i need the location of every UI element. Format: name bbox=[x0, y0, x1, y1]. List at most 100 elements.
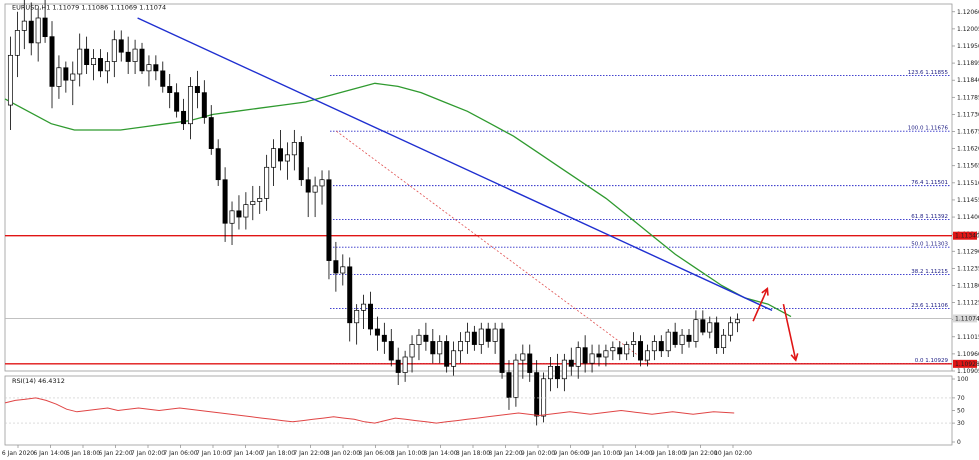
moving-average-line bbox=[4, 82, 792, 318]
rsi-panel: 100 70 50 30 0 bbox=[4, 376, 969, 446]
fib-diagonal-line bbox=[336, 130, 650, 364]
candle-bull bbox=[132, 48, 138, 62]
price-tick-label: 1.11785 bbox=[957, 94, 979, 101]
time-tick-label: 7 Jan 22:00 bbox=[293, 450, 327, 457]
candle-bull bbox=[451, 350, 457, 367]
candle-bull bbox=[478, 328, 484, 345]
current-price-tag-bg bbox=[953, 314, 977, 323]
candle-bear bbox=[534, 372, 540, 417]
candle-bull bbox=[492, 328, 498, 342]
candle-bear bbox=[388, 341, 394, 361]
rsi-tick-label: 50 bbox=[957, 408, 965, 415]
candle-bear bbox=[700, 319, 706, 333]
candle-bear bbox=[236, 210, 242, 218]
candle-bull bbox=[721, 334, 727, 349]
candle-bull bbox=[104, 61, 110, 72]
time-tick-label: 8 Jan 06:00 bbox=[358, 450, 392, 457]
bearish-trendline bbox=[137, 17, 773, 311]
candle-bear bbox=[305, 179, 311, 193]
candle-bear bbox=[596, 353, 602, 358]
candle-bull bbox=[728, 322, 734, 336]
time-tick-label: 8 Jan 10:00 bbox=[391, 450, 425, 457]
rsi-panel-frame bbox=[4, 375, 953, 446]
candle-bear bbox=[277, 148, 283, 162]
candle-bear bbox=[444, 341, 450, 367]
candle-bear bbox=[97, 58, 103, 72]
fib-level-label: 50.0 1.11303 bbox=[911, 242, 948, 248]
candle-bear bbox=[42, 17, 48, 38]
candle-bull bbox=[291, 142, 297, 156]
candle-bull bbox=[693, 319, 699, 342]
candle-bear bbox=[658, 341, 664, 352]
rsi-tick-label: 0 bbox=[957, 439, 961, 446]
price-tick-label: 1.11895 bbox=[957, 60, 979, 67]
candle-bull bbox=[354, 310, 360, 324]
price-tick-label: 1.11620 bbox=[957, 146, 979, 153]
candle-bear bbox=[167, 86, 173, 93]
time-tick-label: 6 Jan 22:00 bbox=[98, 450, 132, 457]
time-tick-label: 9 Jan 02:00 bbox=[521, 450, 555, 457]
time-tick-label: 8 Jan 02:00 bbox=[326, 450, 360, 457]
candle-bear bbox=[28, 20, 34, 44]
price-tick-label: 1.11565 bbox=[957, 163, 979, 170]
candle-bear bbox=[638, 341, 644, 361]
candle-bull bbox=[146, 64, 152, 72]
candle-bull bbox=[409, 344, 415, 358]
time-axis: 6 Jan 2020 6 Jan 14:006 Jan 18:006 Jan 22… bbox=[2, 445, 752, 457]
overlay-lines-layer: 123.6 1.11855 100.0 1.11676 76.4 1.11501 61… bbox=[4, 70, 952, 365]
candle-bull bbox=[56, 67, 62, 87]
candle-bull bbox=[340, 266, 346, 274]
price-tick-label: 1.11290 bbox=[957, 248, 979, 255]
candle-bear bbox=[49, 36, 55, 87]
candle-bear bbox=[118, 39, 124, 53]
candle-bull bbox=[361, 303, 367, 311]
candle-bull bbox=[464, 331, 470, 342]
candle-bear bbox=[582, 347, 588, 364]
time-tick-label: 8 Jan 18:00 bbox=[456, 450, 490, 457]
fib-level-label: 38.2 1.11215 bbox=[911, 269, 948, 275]
fib-level-label: 23.6 1.11106 bbox=[911, 303, 948, 309]
candle-bull bbox=[603, 350, 609, 358]
candle-bear bbox=[430, 341, 436, 355]
time-tick-label: 7 Jan 18:00 bbox=[261, 450, 295, 457]
candle-bull bbox=[631, 341, 637, 345]
price-tick-label: 1.11400 bbox=[957, 214, 979, 221]
price-tick-label: 1.11840 bbox=[957, 77, 979, 84]
candle-bear bbox=[714, 322, 720, 349]
candle-bear bbox=[139, 48, 145, 72]
candle-bull bbox=[91, 58, 97, 66]
candle-bear bbox=[554, 365, 560, 380]
candle-bear bbox=[63, 67, 69, 81]
candle-bear bbox=[333, 260, 339, 274]
candle-bull bbox=[243, 204, 249, 218]
time-tick-label: 8 Jan 14:00 bbox=[423, 450, 457, 457]
forecast-arrow-shaft bbox=[752, 288, 769, 322]
candle-bull bbox=[35, 17, 41, 44]
candle-bear bbox=[298, 142, 304, 181]
candle-bull bbox=[561, 359, 567, 380]
candle-bull bbox=[513, 359, 519, 398]
support-resistance-tag-bg bbox=[953, 359, 977, 368]
chart-title: EURUSD,H1 1.11079 1.11086 1.11069 1.1107… bbox=[12, 4, 166, 12]
candle-bull bbox=[679, 334, 685, 345]
price-tick-label: 1.10905 bbox=[957, 368, 979, 375]
forecast-arrow-head bbox=[790, 353, 799, 362]
fib-level-label: 76.4 1.11501 bbox=[911, 180, 948, 186]
candle-bear bbox=[208, 117, 214, 149]
candle-bear bbox=[485, 328, 491, 342]
candle-bear bbox=[153, 64, 159, 72]
time-tick-label: 7 Jan 10:00 bbox=[196, 450, 230, 457]
candle-bear bbox=[368, 303, 373, 330]
candle-bull bbox=[271, 148, 277, 168]
candle-bull bbox=[111, 39, 117, 62]
candle-bear bbox=[201, 92, 207, 118]
time-tick-label: 6 Jan 2020 bbox=[2, 450, 34, 457]
candle-bull bbox=[229, 210, 235, 224]
candle-bear bbox=[527, 353, 533, 373]
candle-bull bbox=[707, 322, 713, 333]
candle-bear bbox=[215, 148, 221, 181]
fib-level-label: 123.6 1.11855 bbox=[908, 70, 949, 76]
fib-level-label: 0.0 1.10929 bbox=[915, 358, 949, 364]
candle-bear bbox=[194, 86, 200, 93]
